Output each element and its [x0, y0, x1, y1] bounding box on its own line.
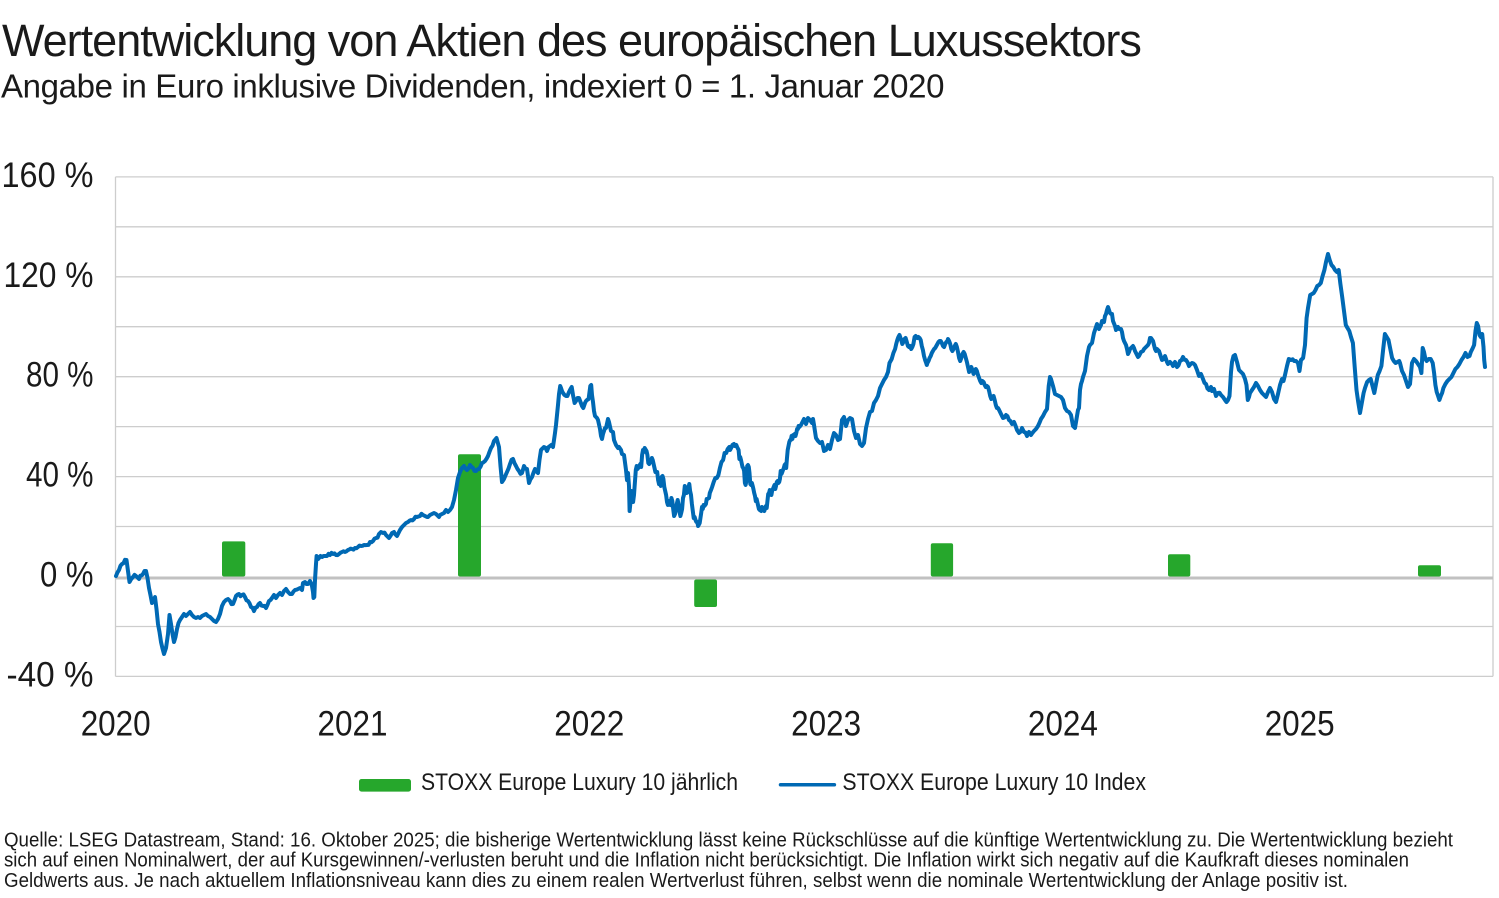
svg-text:2021: 2021 [318, 705, 388, 744]
svg-text:sich auf einen Nominalwert, de: sich auf einen Nominalwert, der auf Kurs… [4, 850, 1409, 872]
svg-text:Angabe in Euro inklusive Divid: Angabe in Euro inklusive Dividenden, ind… [1, 67, 944, 104]
svg-text:Geldwerts aus. Je nach aktuell: Geldwerts aus. Je nach aktuellem Inflati… [4, 870, 1348, 892]
svg-text:80 %: 80 % [26, 356, 94, 395]
svg-text:STOXX Europe Luxury 10 Index: STOXX Europe Luxury 10 Index [842, 769, 1146, 796]
svg-text:160 %: 160 % [2, 156, 94, 195]
svg-text:40 %: 40 % [26, 456, 94, 495]
svg-text:2022: 2022 [554, 705, 624, 744]
svg-text:2020: 2020 [81, 705, 151, 744]
svg-text:2023: 2023 [791, 705, 861, 744]
svg-text:STOXX Europe Luxury 10 jährlic: STOXX Europe Luxury 10 jährlich [421, 769, 738, 796]
svg-text:Wertentwicklung von Aktien des: Wertentwicklung von Aktien des europäisc… [2, 15, 1141, 66]
svg-text:2024: 2024 [1028, 705, 1098, 744]
svg-text:120 %: 120 % [4, 256, 94, 295]
svg-text:0 %: 0 % [40, 556, 94, 595]
svg-text:-40 %: -40 % [7, 655, 94, 694]
svg-text:Quelle: LSEG Datastream, Stand: Quelle: LSEG Datastream, Stand: 16. Okto… [4, 829, 1453, 851]
svg-text:2025: 2025 [1265, 705, 1335, 744]
